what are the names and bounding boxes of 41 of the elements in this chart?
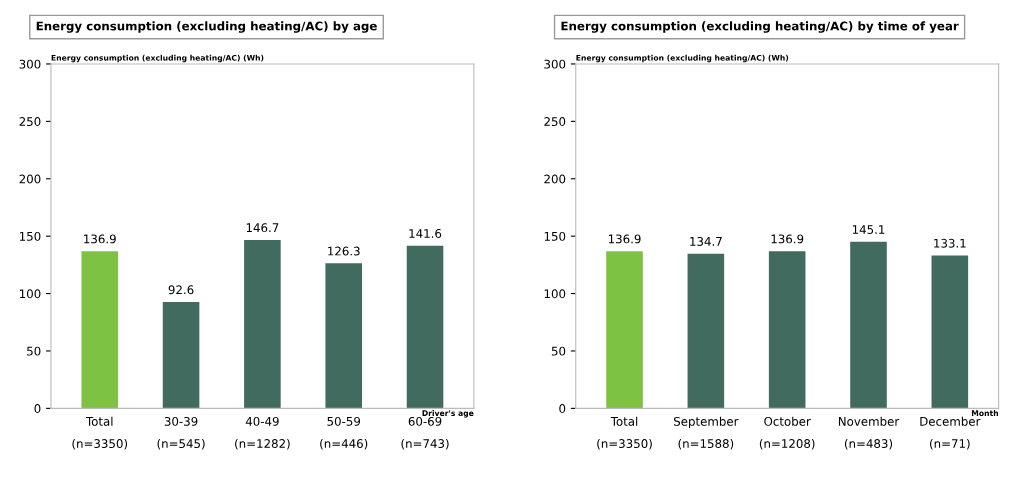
y-tick-label: 200 bbox=[544, 174, 566, 184]
y-tick-label: 50 bbox=[551, 346, 566, 356]
bar bbox=[162, 302, 200, 409]
data-label: 133.1 bbox=[934, 238, 966, 248]
data-label: 134.7 bbox=[690, 236, 722, 246]
bar bbox=[81, 251, 119, 409]
x-tick-label: October (n=1208) bbox=[759, 416, 815, 450]
y-tick-label: 200 bbox=[19, 174, 41, 184]
y-tick-label: 150 bbox=[19, 231, 41, 241]
bar bbox=[325, 263, 363, 409]
x-tick-label: Total (n=3350) bbox=[597, 416, 652, 450]
bar bbox=[406, 245, 444, 409]
y-tick-label: 300 bbox=[544, 59, 566, 69]
data-label: 92.6 bbox=[168, 285, 194, 295]
data-label: 136.9 bbox=[84, 234, 116, 244]
data-label: 146.7 bbox=[246, 223, 279, 233]
y-tick-label: 0 bbox=[34, 404, 41, 414]
y-tick-label: 0 bbox=[559, 404, 566, 414]
bar bbox=[244, 239, 281, 409]
y-tick-label: 250 bbox=[19, 117, 41, 127]
y-tick-label: 100 bbox=[544, 289, 566, 299]
data-label: 136.9 bbox=[608, 234, 641, 244]
x-tick-label: 60-69 (n=743) bbox=[401, 416, 449, 450]
x-tick-label: 50-59 (n=446) bbox=[320, 416, 368, 450]
y-tick-label: 300 bbox=[19, 59, 41, 69]
x-tick-label: Total (n=3350) bbox=[72, 416, 128, 450]
data-label: 141.6 bbox=[409, 229, 442, 238]
data-label: 126.3 bbox=[328, 246, 360, 256]
x-tick-label: 40-49 (n=1282) bbox=[235, 416, 290, 450]
x-tick-label: September (n=1588) bbox=[674, 416, 739, 450]
chart-title: Energy consumption (excluding heating/AC) by time of year bbox=[561, 21, 959, 33]
y-tick-label: 100 bbox=[19, 289, 41, 299]
y-tick-label: 50 bbox=[27, 346, 41, 356]
chart-title: Energy consumption (excluding heating/AC) by age bbox=[36, 21, 377, 33]
x-tick-label: 30-39 (n=545) bbox=[157, 416, 205, 450]
x-tick-label: November (n=483) bbox=[838, 416, 900, 450]
data-label: 136.9 bbox=[771, 234, 804, 244]
y-tick-label: 150 bbox=[544, 231, 566, 241]
x-tick-label: December (n=71) bbox=[920, 416, 981, 450]
data-label: 145.1 bbox=[852, 225, 885, 234]
y-tick-label: 250 bbox=[544, 117, 566, 127]
